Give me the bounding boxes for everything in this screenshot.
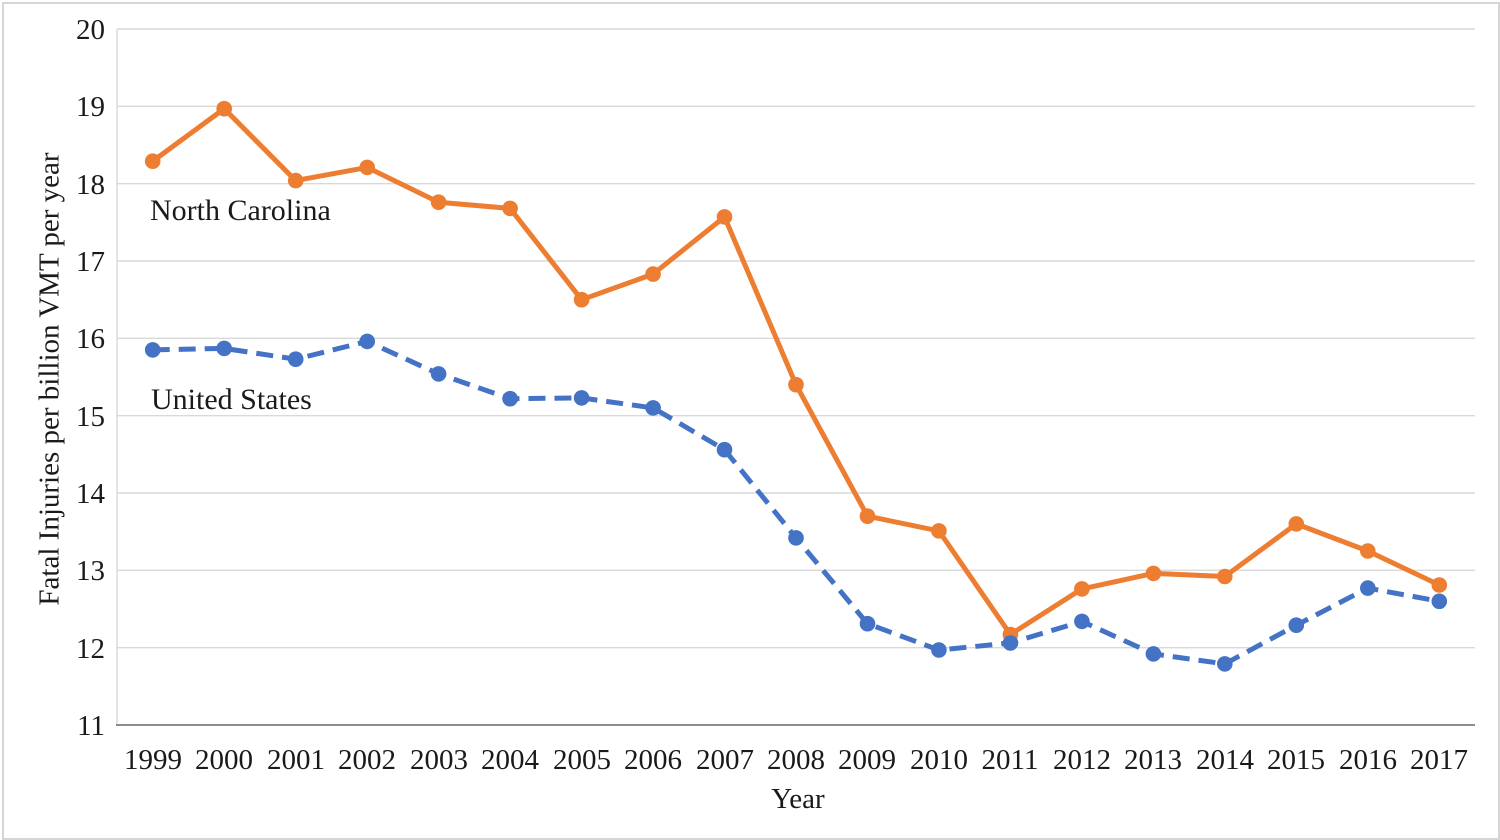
x-tick-label: 2005: [553, 744, 611, 776]
x-tick-label: 2014: [1196, 744, 1254, 776]
data-point-united-states: [1288, 617, 1305, 633]
data-point-united-states: [359, 333, 376, 350]
data-point-north-carolina: [144, 153, 161, 169]
y-axis-title: Fatal Injuries per billion VMT per year: [33, 152, 66, 606]
data-point-united-states: [287, 351, 304, 368]
data-point-north-carolina: [859, 508, 876, 524]
data-point-united-states: [1002, 635, 1019, 651]
data-point-north-carolina: [716, 209, 733, 225]
data-point-united-states: [931, 642, 947, 658]
data-point-north-carolina: [1074, 581, 1090, 597]
data-point-north-carolina: [1145, 565, 1162, 582]
y-tick-label: 17: [76, 246, 105, 278]
data-point-north-carolina: [1431, 577, 1448, 593]
data-point-north-carolina: [931, 523, 947, 539]
x-tick-label: 2000: [195, 744, 253, 776]
data-point-north-carolina: [1217, 568, 1233, 585]
series-label-north-carolina: North Carolina: [150, 194, 331, 227]
line-chart-canvas: [116, 28, 1475, 726]
y-tick-label: 12: [76, 633, 105, 665]
x-tick-label: 2008: [767, 744, 825, 776]
data-point-united-states: [1360, 580, 1376, 596]
x-tick-label: 2003: [410, 744, 468, 776]
data-point-north-carolina: [430, 194, 447, 210]
data-point-united-states: [859, 615, 876, 632]
data-point-united-states: [1217, 656, 1233, 672]
x-tick-label: 2002: [338, 744, 396, 776]
x-tick-label: 2017: [1410, 744, 1468, 776]
x-tick-label: 2011: [981, 744, 1039, 776]
x-tick-label: 2013: [1124, 744, 1182, 776]
y-tick-label: 16: [76, 323, 105, 355]
data-point-north-carolina: [573, 291, 590, 308]
data-point-united-states: [1074, 613, 1090, 630]
x-tick-label: 2007: [696, 744, 754, 776]
data-point-north-carolina: [287, 172, 304, 189]
data-point-north-carolina: [359, 159, 376, 176]
data-point-united-states: [1431, 593, 1448, 610]
data-point-united-states: [502, 390, 518, 407]
data-point-north-carolina: [788, 376, 804, 393]
data-point-united-states: [216, 340, 232, 357]
x-tick-label: 2006: [624, 744, 682, 776]
x-tick-label: 1999: [124, 744, 182, 776]
y-tick-label: 20: [76, 14, 105, 46]
x-tick-label: 2009: [838, 744, 896, 776]
data-point-north-carolina: [1288, 516, 1305, 532]
x-tick-label: 2012: [1053, 744, 1111, 776]
x-tick-label: 2016: [1339, 744, 1397, 776]
y-tick-label: 18: [76, 169, 105, 201]
data-point-north-carolina: [216, 100, 232, 117]
data-point-united-states: [1145, 646, 1162, 662]
data-point-united-states: [430, 366, 447, 382]
x-tick-label: 2010: [910, 744, 968, 776]
data-point-north-carolina: [645, 266, 661, 282]
data-point-united-states: [716, 441, 733, 458]
series-label-united-states: United States: [151, 383, 312, 416]
y-tick-label: 15: [76, 401, 105, 433]
data-point-united-states: [144, 342, 161, 358]
data-point-north-carolina: [1360, 543, 1376, 559]
data-point-north-carolina: [502, 200, 518, 217]
x-axis-title: Year: [771, 783, 825, 815]
series-line-north-carolina: [151, 106, 1441, 637]
y-tick-label: 14: [76, 478, 105, 510]
data-point-united-states: [573, 390, 590, 406]
x-tick-label: 2015: [1267, 744, 1325, 776]
x-tick-label: 2004: [481, 744, 539, 776]
y-tick-label: 13: [76, 555, 105, 587]
y-tick-label: 19: [76, 91, 105, 123]
x-tick-label: 2001: [267, 744, 325, 776]
data-point-united-states: [645, 400, 661, 416]
data-point-united-states: [788, 530, 804, 546]
y-tick-label: 11: [77, 710, 105, 742]
